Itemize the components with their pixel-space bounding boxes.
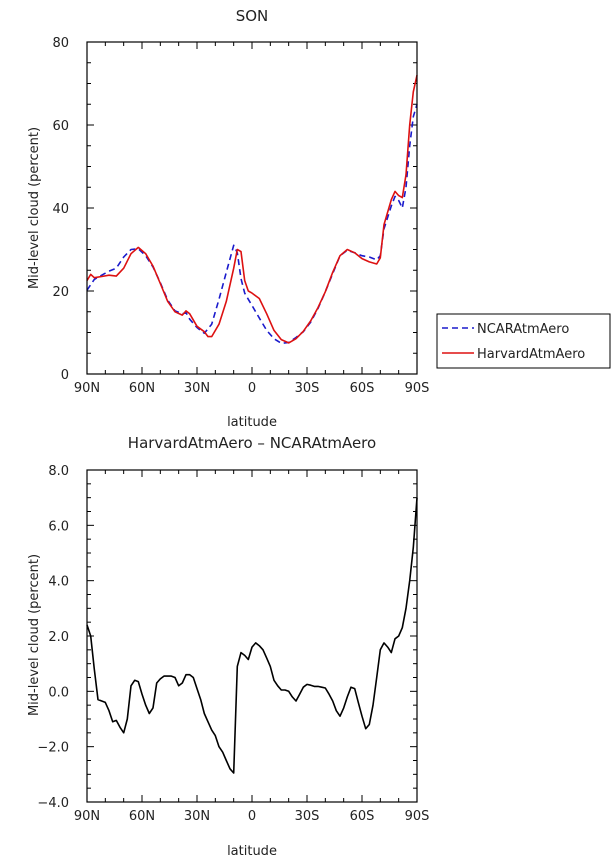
top-chart-panel: SON Mid-level cloud (percent) latitude 9… (27, 7, 611, 430)
top-xtick-label: 0 (248, 381, 256, 396)
bottom-xtick-label: 30N (184, 809, 210, 824)
top-xtick-label: 90N (74, 381, 100, 396)
top-ytick-label: 40 (52, 202, 69, 217)
top-chart-ticks: 90N 60N 30N 0 30S 60S 90S 0 20 40 60 80 (52, 36, 429, 396)
bottom-xtick-label: 60S (350, 809, 375, 824)
bottom-ytick-label: 8.0 (48, 464, 69, 479)
top-ytick-label: 20 (52, 285, 69, 300)
top-xtick-label: 60S (350, 381, 375, 396)
bottom-chart-xlabel: latitude (227, 844, 277, 859)
legend: NCARAtmAero HarvardAtmAero (436, 313, 611, 369)
bottom-xtick-label: 60N (129, 809, 155, 824)
top-chart-title: SON (236, 7, 269, 25)
bottom-ytick-label: 6.0 (48, 519, 69, 534)
top-series-line-1 (86, 75, 418, 344)
bottom-chart-frame (86, 469, 418, 803)
bottom-series-line-0 (86, 497, 418, 774)
top-chart-xlabel: latitude (227, 415, 277, 430)
bottom-xtick-label: 90S (405, 809, 430, 824)
bottom-ytick-label: −4.0 (37, 796, 69, 811)
top-chart-ylabel: Mid-level cloud (percent) (27, 127, 42, 289)
top-xtick-label: 30N (184, 381, 210, 396)
top-xtick-label: 30S (295, 381, 320, 396)
top-ytick-label: 80 (52, 36, 69, 51)
legend-label-harvard: HarvardAtmAero (477, 347, 585, 362)
top-series-line-0 (86, 104, 418, 345)
bottom-chart-panel: HarvardAtmAero – NCARAtmAero Mid-level c… (27, 434, 429, 859)
bottom-chart-title: HarvardAtmAero – NCARAtmAero (128, 434, 376, 452)
bottom-ytick-label: 2.0 (48, 630, 69, 645)
top-ytick-label: 0 (61, 368, 69, 383)
bottom-ytick-label: −2.0 (37, 741, 69, 756)
bottom-xtick-label: 90N (74, 809, 100, 824)
top-chart-frame (86, 41, 418, 375)
bottom-xtick-label: 30S (295, 809, 320, 824)
top-ytick-label: 60 (52, 119, 69, 134)
legend-box (436, 313, 611, 369)
bottom-chart-lines (86, 497, 418, 774)
top-chart-lines (86, 75, 418, 345)
bottom-ytick-label: 4.0 (48, 575, 69, 590)
bottom-xtick-label: 0 (248, 809, 256, 824)
bottom-ytick-label: 0.0 (48, 685, 69, 700)
top-xtick-label: 90S (405, 381, 430, 396)
top-xtick-label: 60N (129, 381, 155, 396)
legend-label-ncar: NCARAtmAero (477, 322, 569, 337)
bottom-chart-ylabel: Mid-level cloud (percent) (27, 554, 42, 716)
